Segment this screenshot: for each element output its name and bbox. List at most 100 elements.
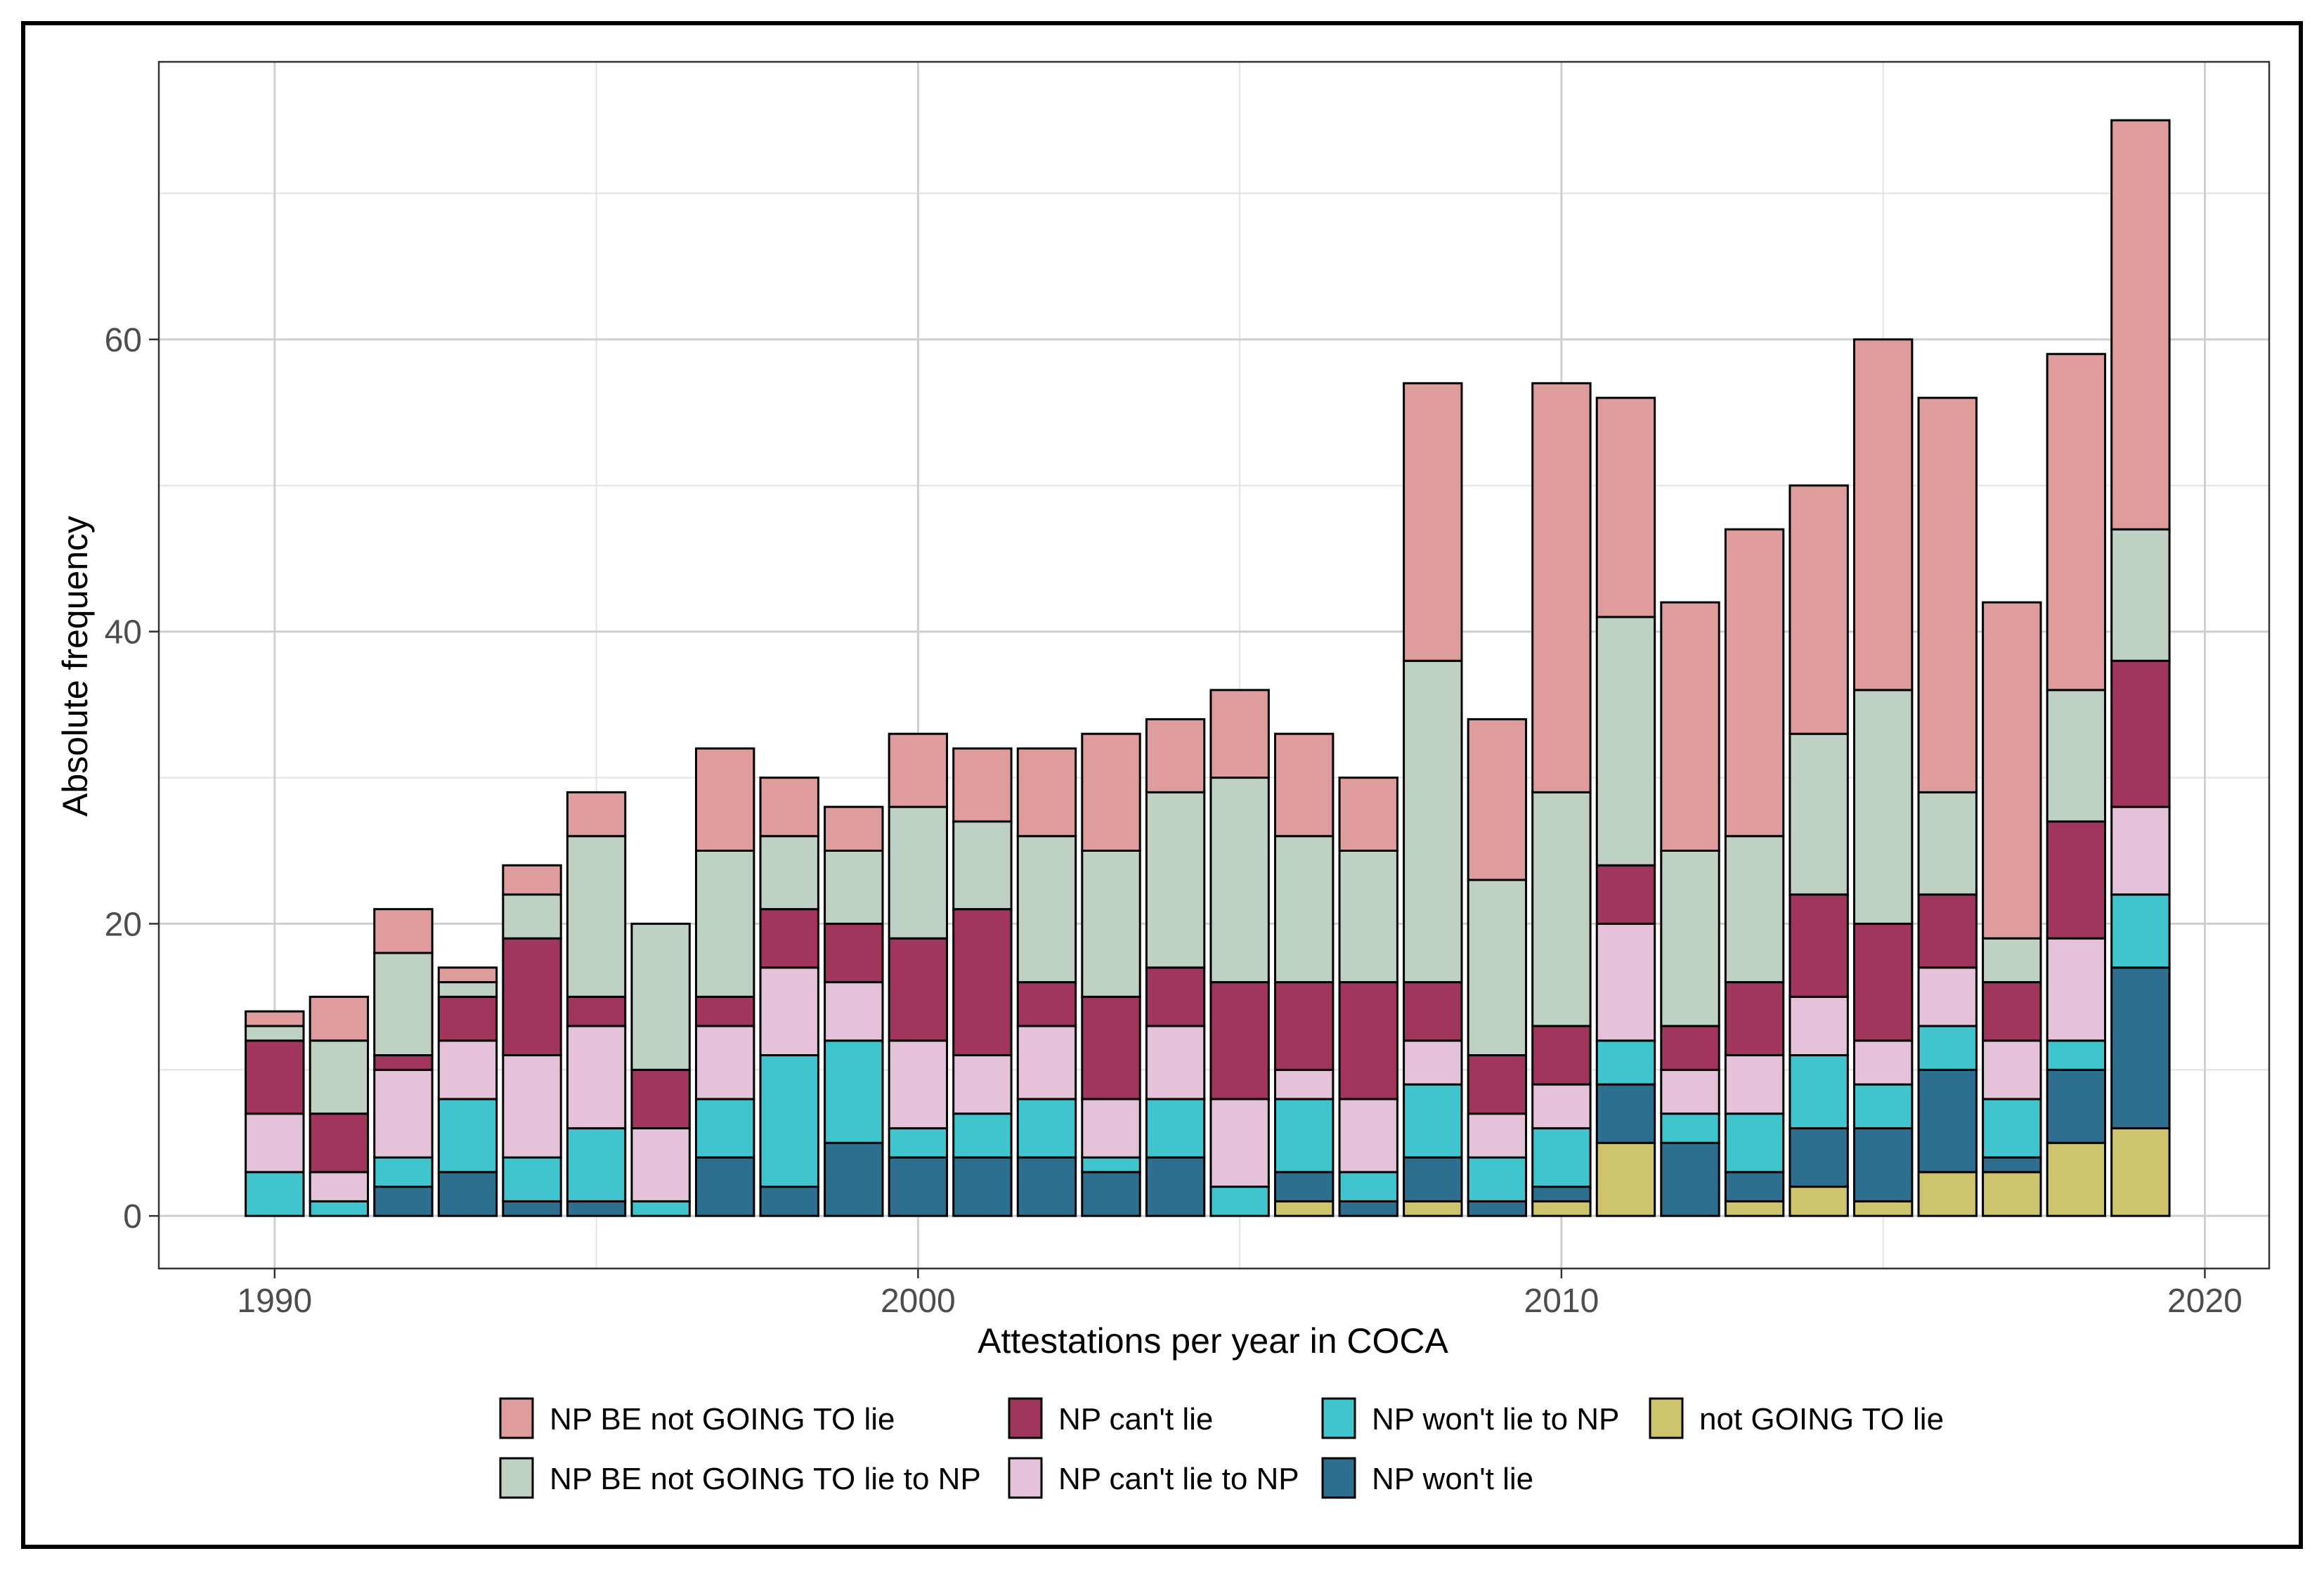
bar-segment bbox=[1403, 1200, 1463, 1217]
bar-segment bbox=[1595, 922, 1656, 1042]
bar-segment bbox=[245, 1039, 305, 1115]
y-tick-label: 60 bbox=[105, 322, 142, 359]
legend-swatch bbox=[1008, 1457, 1043, 1499]
bar-segment bbox=[1338, 1200, 1398, 1217]
bar-segment bbox=[2110, 966, 2171, 1129]
bar-segment bbox=[1595, 616, 1656, 867]
bar-segment bbox=[1531, 1200, 1592, 1217]
bar-segment bbox=[1595, 864, 1656, 925]
bar-segment bbox=[1273, 981, 1335, 1071]
legend-swatch bbox=[499, 1397, 534, 1439]
bar-segment bbox=[1982, 601, 2042, 940]
axis-layer: 0 20 40 60 1990 2000 2010 2020 bbox=[105, 322, 2242, 1320]
legend-label: NP BE not GOING TO lie bbox=[550, 1402, 895, 1436]
bar-segment bbox=[1660, 1025, 1720, 1071]
bar-segment bbox=[1467, 1112, 1528, 1159]
bar-segment bbox=[1724, 1171, 1785, 1202]
bar-segment bbox=[824, 1141, 884, 1217]
bar-segment bbox=[1917, 1068, 1978, 1174]
bar-segment bbox=[502, 937, 562, 1057]
legend-item: NP can't lie to NP bbox=[1008, 1457, 1299, 1499]
bar-segment bbox=[566, 995, 627, 1027]
bar-segment bbox=[888, 1127, 949, 1159]
legend-item: NP won't lie bbox=[1321, 1457, 1533, 1499]
bar-segment bbox=[824, 922, 884, 984]
bar-segment bbox=[1660, 849, 1720, 1027]
bar-segment bbox=[1531, 382, 1592, 793]
legend-swatch bbox=[1321, 1397, 1356, 1439]
bar-segment bbox=[2110, 119, 2171, 531]
bar-segment bbox=[1531, 1083, 1592, 1129]
y-tick-label: 0 bbox=[123, 1198, 142, 1235]
bar-segment bbox=[309, 1112, 370, 1174]
x-tick-label: 2000 bbox=[881, 1283, 956, 1320]
bar-segment bbox=[1145, 1025, 1206, 1101]
figure-frame bbox=[21, 21, 2303, 1549]
bar-segment bbox=[502, 1156, 562, 1202]
bar-segment bbox=[2046, 937, 2107, 1042]
bar-segment bbox=[1852, 1083, 1914, 1129]
bar-segment bbox=[437, 995, 498, 1042]
bar-segment bbox=[1595, 1039, 1656, 1086]
bar-segment bbox=[1016, 835, 1077, 984]
bar-segment bbox=[1595, 396, 1656, 618]
bar-segment bbox=[759, 1186, 819, 1217]
bar-segment bbox=[952, 1112, 1013, 1159]
bar-segment bbox=[1403, 659, 1463, 984]
bar-segment bbox=[1145, 1098, 1206, 1159]
legend-swatch bbox=[1321, 1457, 1356, 1499]
bar-segment bbox=[309, 1171, 370, 1202]
legend-label: NP won't lie to NP bbox=[1372, 1402, 1619, 1436]
bar-segment bbox=[437, 966, 498, 984]
bar-segment bbox=[1016, 747, 1077, 838]
bar-segment bbox=[1917, 791, 1978, 896]
bar-segment bbox=[1338, 1171, 1398, 1202]
bar-segment bbox=[1724, 835, 1785, 984]
legend-item: NP can't lie bbox=[1008, 1397, 1213, 1439]
bar-segment bbox=[373, 1068, 434, 1159]
bar-segment bbox=[1789, 995, 1849, 1057]
bar-segment bbox=[888, 805, 949, 940]
y-tick-label: 40 bbox=[105, 614, 142, 651]
bar-segment bbox=[1852, 338, 1914, 692]
bar-segment bbox=[1145, 966, 1206, 1027]
bar-segment bbox=[1852, 922, 1914, 1042]
bar-segment bbox=[1852, 689, 1914, 925]
bar-segment bbox=[245, 1171, 305, 1217]
bar-segment bbox=[888, 1156, 949, 1217]
bar-segment bbox=[2046, 1141, 2107, 1217]
bar-segment bbox=[1145, 791, 1206, 969]
x-tick-label: 2020 bbox=[2167, 1283, 2242, 1320]
legend-swatch bbox=[499, 1457, 534, 1499]
bar-segment bbox=[1273, 1200, 1335, 1217]
bar-segment bbox=[1145, 1156, 1206, 1217]
bar-segment bbox=[1531, 1025, 1592, 1086]
bar-segment bbox=[1982, 981, 2042, 1042]
bar-segment bbox=[1595, 1083, 1656, 1144]
bar-segment bbox=[1852, 1200, 1914, 1217]
bar-segment bbox=[1982, 1156, 2042, 1174]
bar-segment bbox=[1016, 1098, 1077, 1159]
legend-label: NP won't lie bbox=[1372, 1462, 1533, 1496]
bar-segment bbox=[1724, 1200, 1785, 1217]
bar-segment bbox=[694, 849, 755, 998]
bar-segment bbox=[1660, 601, 1720, 852]
bar-segment bbox=[1531, 1127, 1592, 1188]
bar-segment bbox=[1081, 1171, 1141, 1217]
bar-segment bbox=[694, 1098, 755, 1159]
bar-segment bbox=[759, 777, 819, 838]
bar-segment bbox=[824, 849, 884, 925]
bar-segment bbox=[952, 820, 1013, 911]
bar-segment bbox=[1660, 1068, 1720, 1115]
legend-item: NP BE not GOING TO lie bbox=[499, 1397, 895, 1439]
x-tick-label: 2010 bbox=[1524, 1283, 1599, 1320]
bar-segment bbox=[1209, 981, 1270, 1101]
bar-segment bbox=[824, 805, 884, 852]
bar-segment bbox=[1209, 777, 1270, 984]
bar-segment bbox=[1724, 1054, 1785, 1115]
bar-segment bbox=[1917, 893, 1978, 969]
bar-layer bbox=[245, 119, 2171, 1217]
legend-swatch bbox=[1649, 1397, 1684, 1439]
bar-segment bbox=[1403, 981, 1463, 1042]
bar-segment bbox=[888, 937, 949, 1042]
